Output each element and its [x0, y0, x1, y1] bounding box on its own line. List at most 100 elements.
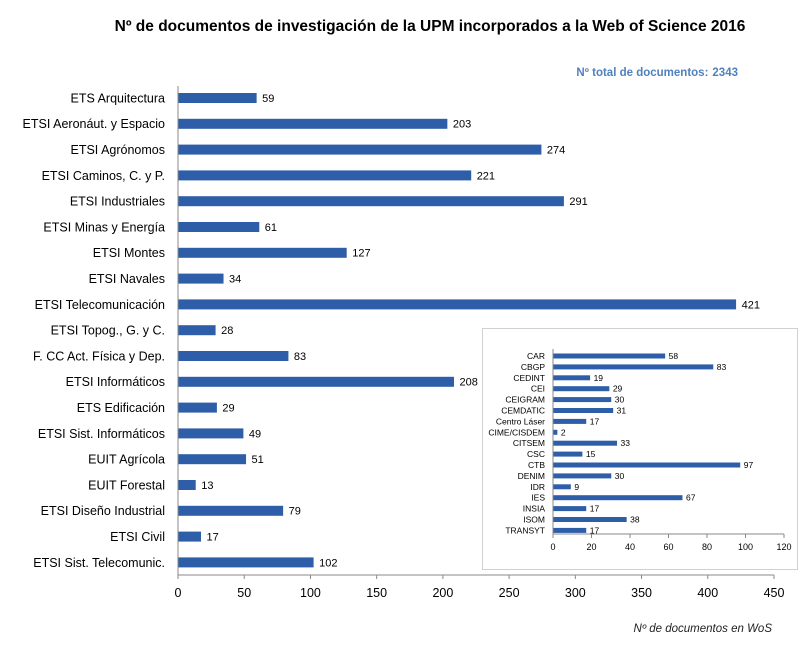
- inset-bar: [553, 418, 587, 424]
- main-value-label: 29: [222, 402, 234, 414]
- main-x-tick-label: 300: [565, 586, 586, 600]
- main-value-label: 421: [742, 299, 760, 311]
- main-x-tick-label: 150: [366, 586, 387, 600]
- inset-bar: [553, 506, 587, 512]
- inset-value-label: 58: [669, 351, 679, 361]
- inset-value-label: 31: [617, 405, 627, 415]
- main-value-label: 61: [265, 222, 277, 234]
- inset-value-label: 17: [590, 525, 600, 535]
- main-category-label: ETS Arquitectura: [71, 91, 166, 105]
- main-category-label: F. CC Act. Física y Dep.: [33, 349, 165, 363]
- inset-category-label: DENIM: [518, 471, 545, 481]
- inset-bar: [553, 473, 612, 479]
- inset-value-label: 67: [686, 493, 696, 503]
- chart-title: Nº de documentos de investigación de la …: [114, 18, 746, 35]
- main-bar: [178, 402, 217, 413]
- main-x-tick-label: 0: [175, 586, 182, 600]
- main-bar: [178, 454, 247, 465]
- main-bar: [178, 299, 737, 310]
- inset-value-label: 30: [615, 395, 625, 405]
- main-category-label: ETSI Diseño Industrial: [41, 504, 165, 518]
- inset-bar: [553, 353, 666, 359]
- inset-bar: [553, 375, 591, 381]
- inset-category-label: CTB: [528, 460, 545, 470]
- inset-category-label: IDR: [530, 482, 545, 492]
- main-category-label: ETSI Caminos, C. y P.: [42, 169, 165, 183]
- inset-x-tick-label: 60: [663, 542, 673, 552]
- inset-bar: [553, 429, 558, 435]
- main-value-label: 51: [252, 454, 264, 466]
- main-category-label: ETSI Navales: [89, 272, 165, 286]
- inset-category-label: CEDINT: [513, 373, 545, 383]
- main-value-label: 127: [352, 248, 370, 260]
- main-value-label: 203: [453, 119, 471, 131]
- main-category-label: ETSI Civil: [110, 530, 165, 544]
- inset-value-label: 17: [590, 504, 600, 514]
- inset-category-label: INSIA: [523, 504, 546, 514]
- inset-x-tick-label: 20: [586, 542, 596, 552]
- main-x-tick-label: 450: [764, 586, 785, 600]
- main-value-label: 102: [319, 557, 337, 569]
- main-bar: [178, 247, 347, 258]
- main-value-label: 208: [459, 377, 477, 389]
- inset-category-label: CEI: [531, 384, 545, 394]
- inset-bar: [553, 517, 627, 522]
- inset-bar: [553, 462, 741, 468]
- main-bar: [178, 480, 196, 490]
- inset-value-label: 2: [561, 427, 566, 437]
- main-bar: [178, 376, 454, 387]
- inset-category-label: ISOM: [523, 514, 545, 524]
- main-category-label: ETS Edificación: [77, 401, 165, 415]
- main-x-tick-label: 100: [300, 586, 321, 600]
- inset-bar: [553, 364, 714, 370]
- main-category-label: ETSI Agrónomos: [71, 143, 166, 157]
- main-value-label: 34: [229, 273, 241, 285]
- main-bar: [178, 222, 260, 232]
- inset-category-label: Centro Láser: [496, 416, 545, 426]
- main-bar: [178, 273, 224, 284]
- inset-category-label: CAR: [527, 351, 545, 361]
- inset-value-label: 17: [590, 416, 600, 426]
- inset-value-label: 15: [586, 449, 596, 459]
- main-value-label: 83: [294, 351, 306, 363]
- inset-value-label: 33: [621, 438, 631, 448]
- main-bar: [178, 118, 448, 129]
- main-value-label: 49: [249, 428, 261, 440]
- main-category-label: EUIT Agrícola: [88, 453, 165, 467]
- main-category-label: ETSI Aeronáut. y Espacio: [23, 117, 165, 131]
- main-category-label: ETSI Montes: [93, 246, 165, 260]
- main-bar: [178, 170, 472, 181]
- main-value-label: 79: [289, 506, 301, 518]
- inset-value-label: 97: [744, 460, 754, 470]
- inset-x-tick-label: 0: [550, 542, 555, 552]
- main-bar: [178, 557, 314, 568]
- inset-bar: [553, 484, 571, 490]
- total-documents-value: 2343: [712, 67, 738, 79]
- inset-value-label: 9: [574, 482, 579, 492]
- inset-value-label: 29: [613, 384, 623, 394]
- inset-category-label: IES: [531, 493, 545, 503]
- main-value-label: 291: [569, 196, 587, 208]
- total-documents: Nº total de documentos: 2343: [572, 67, 738, 79]
- inset-category-label: CEMDATIC: [501, 405, 545, 415]
- inset-bar: [553, 440, 618, 446]
- main-category-label: ETSI Telecomunicación: [35, 298, 165, 312]
- main-bar: [178, 351, 289, 361]
- main-bar: [178, 505, 284, 516]
- main-category-label: EUIT Forestal: [88, 478, 165, 492]
- main-x-tick-label: 250: [499, 586, 520, 600]
- inset-chart-panel: 0 20 40 60 80 100 120 CAR 58 CBGP 83 CEDINT 19 CEI 29 C…: [482, 328, 798, 570]
- inset-category-label: CEIGRAM: [505, 395, 545, 405]
- main-value-label: 59: [262, 93, 274, 105]
- main-category-label: ETSI Industriales: [70, 195, 165, 209]
- main-value-label: 221: [477, 170, 495, 182]
- inset-category-label: CITSEM: [513, 438, 545, 448]
- main-category-label: ETSI Sist. Informáticos: [38, 427, 165, 441]
- inset-category-label: TRANSYT: [505, 525, 545, 535]
- main-x-tick-label: 200: [432, 586, 453, 600]
- main-category-label: ETSI Sist. Telecomunic.: [33, 556, 165, 570]
- main-category-label: ETSI Minas y Energía: [43, 220, 165, 234]
- main-category-label: ETSI Topog., G. y C.: [51, 324, 165, 338]
- main-x-tick-label: 50: [237, 586, 251, 600]
